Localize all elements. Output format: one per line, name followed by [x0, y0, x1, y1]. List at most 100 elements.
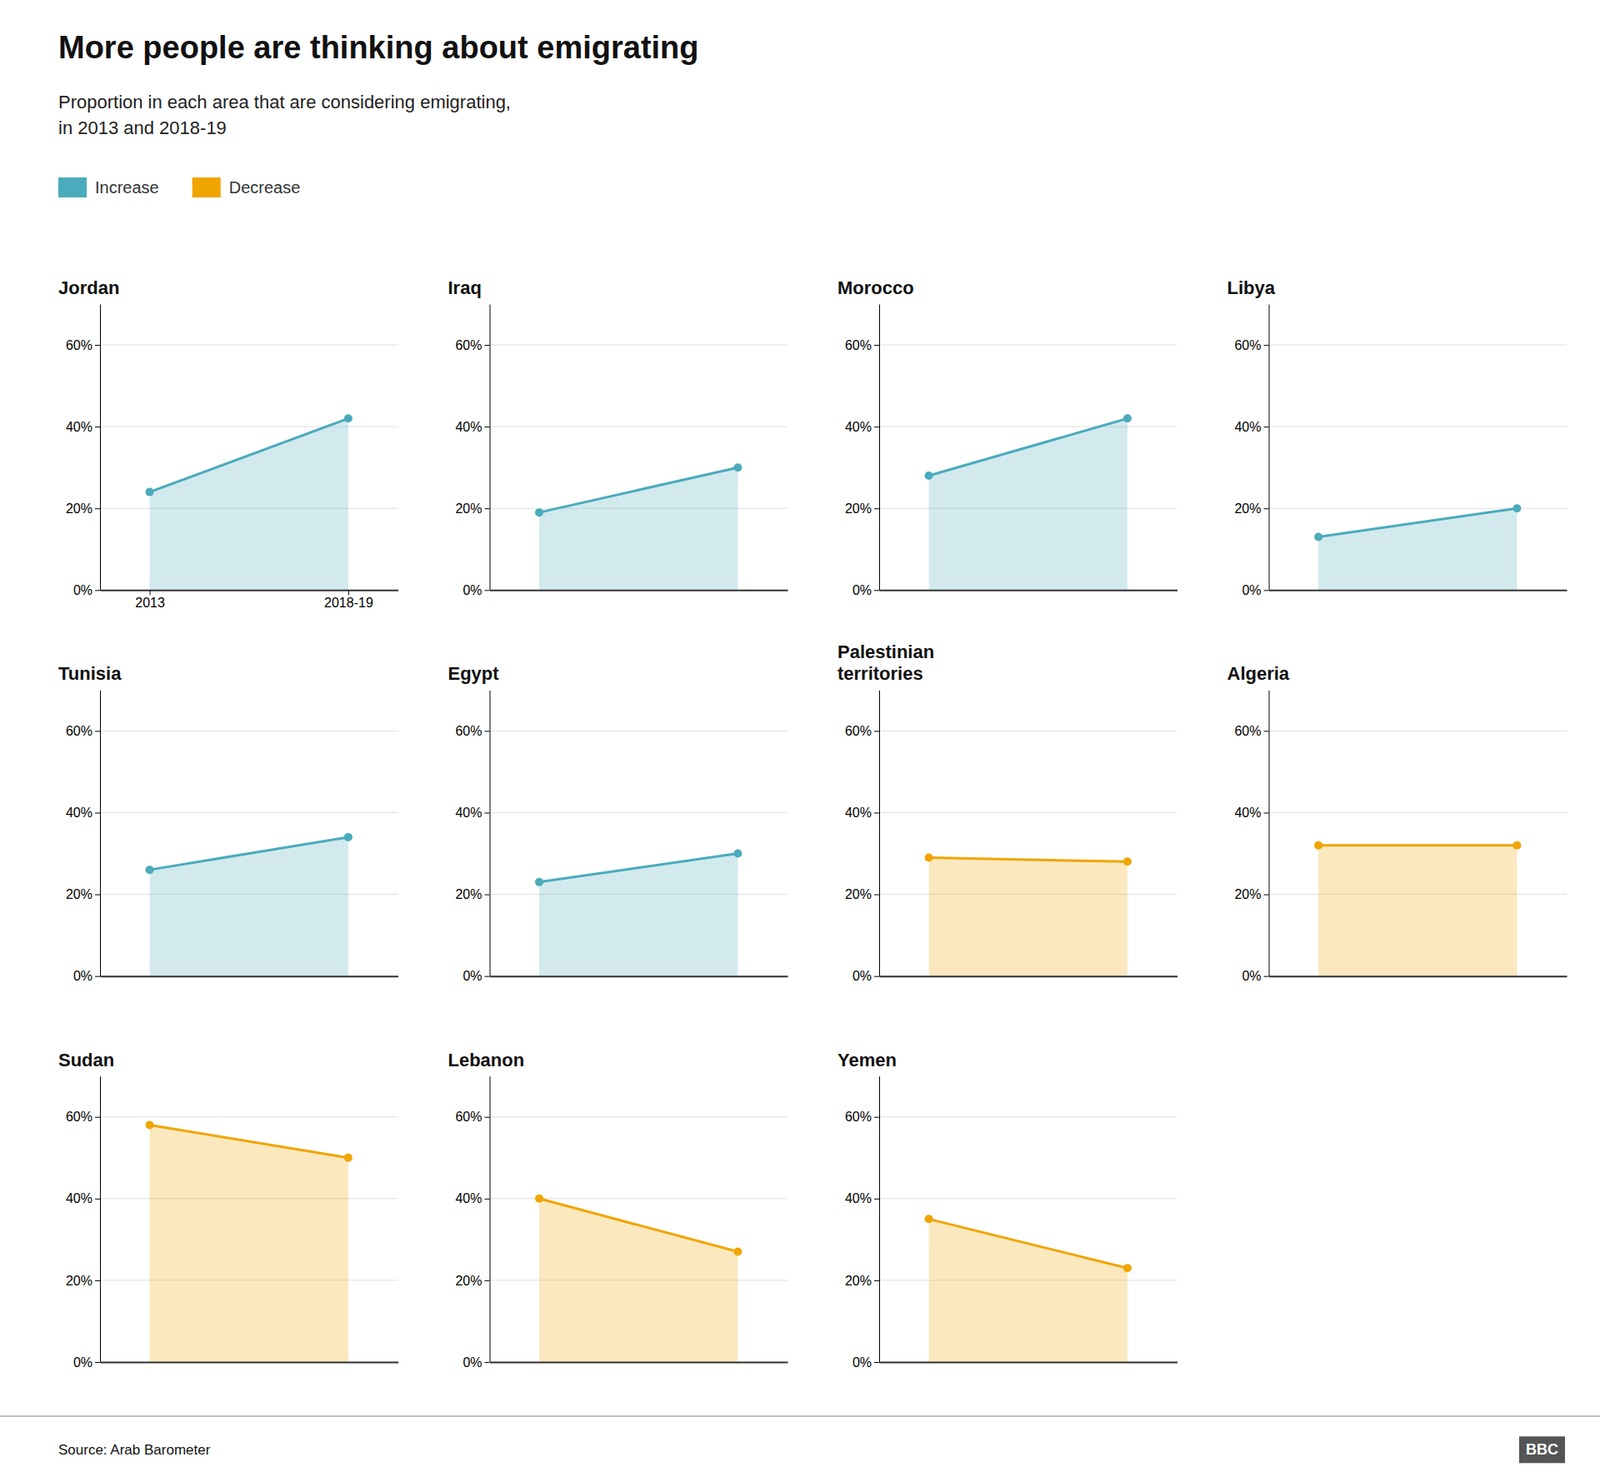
area	[929, 857, 1128, 976]
legend-swatch	[192, 177, 221, 198]
tick-mark	[874, 590, 880, 591]
axis-line	[1269, 690, 1270, 977]
tick-mark	[1264, 345, 1270, 346]
grid-line	[1269, 508, 1568, 510]
y-axis: 0%20%40%60%	[1234, 305, 1270, 598]
plot-area	[535, 1195, 742, 1363]
tick-label: 20%	[1234, 887, 1261, 902]
grid-line	[490, 1116, 789, 1118]
x-axis	[880, 590, 1179, 591]
legend-label: Increase	[95, 178, 160, 197]
panel-title: Algeria	[1227, 663, 1290, 685]
tick-mark	[874, 976, 880, 978]
tick: 20%	[65, 501, 100, 516]
tick-label: 60%	[65, 724, 93, 739]
tick: 40%	[455, 420, 490, 435]
tick-mark	[485, 1117, 490, 1119]
axis-line	[100, 690, 101, 977]
grid-line	[100, 1116, 399, 1118]
grid-line	[100, 730, 399, 732]
panel: 0%20%40%60%	[1234, 690, 1567, 984]
point	[1123, 1264, 1132, 1273]
grid	[1269, 730, 1568, 976]
grid	[100, 1117, 399, 1363]
grid	[490, 730, 789, 976]
tick-label: 20%	[1234, 501, 1261, 516]
line	[150, 418, 349, 492]
tick: 40%	[455, 805, 490, 820]
line	[929, 857, 1128, 862]
point	[1512, 504, 1521, 513]
point	[535, 508, 544, 517]
axis-line	[490, 305, 491, 591]
tick: 20%	[455, 501, 490, 516]
tick-mark	[874, 426, 880, 428]
grid-line	[879, 1116, 1178, 1118]
panel-title: Tunisia	[58, 663, 122, 685]
panel-title: Sudan	[58, 1050, 115, 1071]
tick-label: 60%	[455, 1110, 482, 1125]
tick: 60%	[455, 724, 490, 739]
tick-label: 60%	[1234, 338, 1261, 353]
grid-line	[490, 730, 789, 732]
tick: 20%	[1234, 501, 1269, 516]
area	[150, 1125, 349, 1363]
tick: 60%	[1234, 724, 1269, 739]
point	[1123, 414, 1132, 423]
tick-label: 0%	[73, 583, 93, 598]
tick: 40%	[65, 1191, 100, 1206]
axis-line	[879, 1076, 880, 1363]
area	[150, 837, 349, 977]
tick-label: 40%	[1234, 420, 1261, 435]
tick: 0%	[73, 969, 100, 984]
panel: 0% 20% 40% 60%	[455, 690, 788, 984]
tick-label: 20%	[455, 501, 482, 516]
tick-label: 0%	[73, 1355, 93, 1370]
tick: 20%	[65, 1274, 100, 1289]
tick: 20%	[1234, 887, 1269, 902]
y-axis: 0%20%40%60%	[455, 1076, 490, 1370]
panel-title: Yemen	[837, 1050, 897, 1071]
legend-label: Decrease	[229, 178, 301, 197]
axis-line	[880, 1362, 1179, 1365]
panel-title: Iraq	[448, 277, 482, 299]
tick-mark	[1264, 895, 1270, 896]
line	[929, 1219, 1128, 1269]
grid	[490, 1117, 789, 1363]
x-axis	[100, 1362, 400, 1364]
y-axis: 0%20%40%60%	[845, 305, 880, 598]
panel-title: Lebanon	[448, 1050, 525, 1071]
source: Source: Arab Barometer	[58, 1442, 211, 1459]
grid-line	[1269, 975, 1568, 977]
tick-label: 60%	[845, 1110, 872, 1125]
tick-label: 0%	[462, 583, 482, 598]
axis-line	[1269, 975, 1568, 978]
tick-label: 40%	[65, 420, 93, 435]
grid-line	[490, 1198, 789, 1200]
grid-line	[490, 812, 789, 814]
grid-line	[879, 1198, 1178, 1200]
tick: 0%	[73, 1355, 100, 1370]
tick-label: 0%	[852, 969, 872, 984]
tick-label: 0%	[462, 969, 482, 984]
tick-mark	[874, 1280, 880, 1282]
tick-label: 20%	[455, 887, 482, 902]
grid-line	[1269, 426, 1568, 428]
plot-area	[1314, 841, 1521, 977]
x-axis	[880, 976, 1179, 978]
tick-label: 20%	[845, 501, 872, 516]
point	[535, 1195, 544, 1204]
panel: 0%20%40%60%	[455, 305, 788, 598]
plot-area	[925, 414, 1132, 590]
area	[539, 467, 738, 590]
tick-label: 60%	[65, 1110, 93, 1125]
grid-line	[879, 730, 1178, 732]
tick: 60%	[65, 338, 100, 353]
tick-label: 20%	[845, 1274, 872, 1289]
tick-mark	[95, 1117, 100, 1119]
x-axis	[1269, 590, 1568, 591]
y-axis: 0% 20% 40% 60%	[65, 305, 101, 598]
tick: 40%	[1234, 420, 1269, 435]
grid-line	[100, 345, 399, 346]
y-axis: 0% 20% 40% 60%	[455, 690, 490, 984]
